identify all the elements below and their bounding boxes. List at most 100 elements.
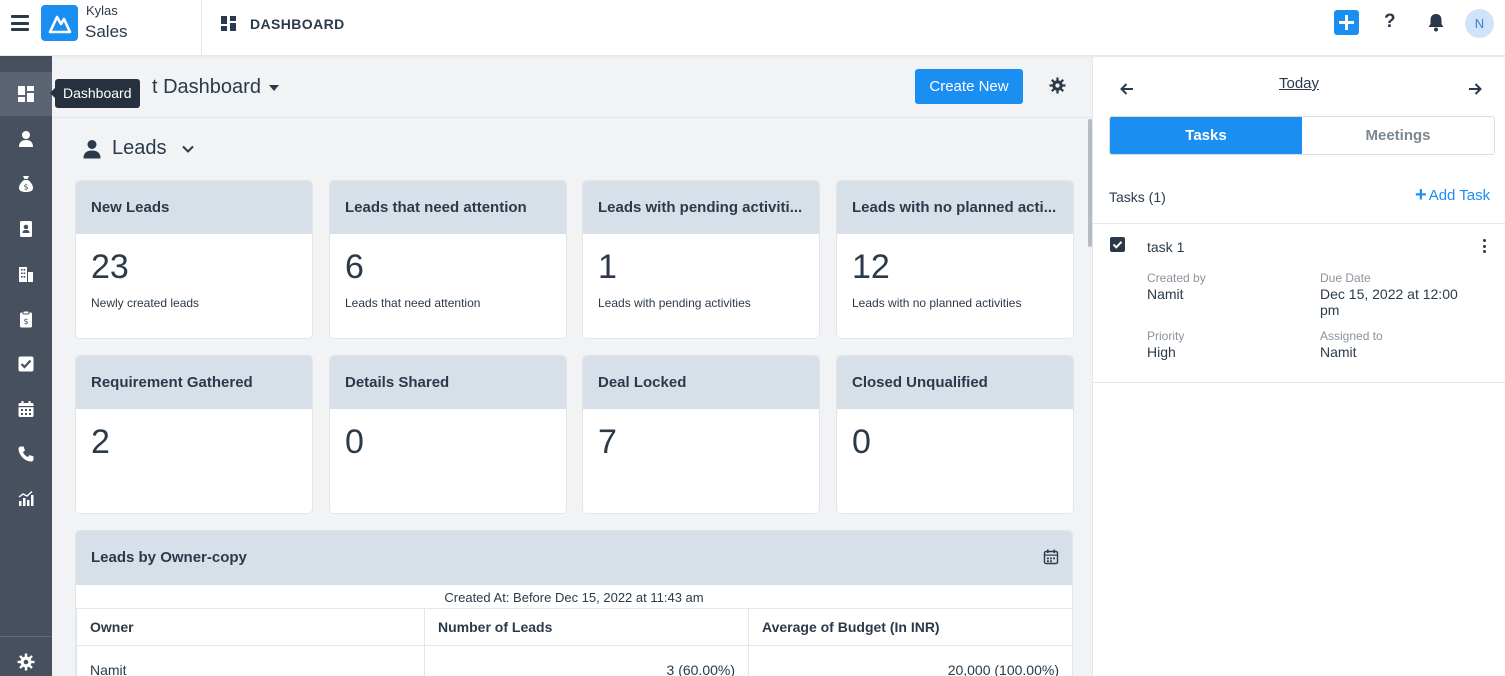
kylas-logo-icon[interactable] [41,5,78,41]
panel-tabs: Tasks Meetings [1109,116,1495,155]
sidebar-divider [0,636,52,637]
dashboard-selector[interactable]: t Dashboard [152,76,279,99]
kebab-menu-icon[interactable] [1481,239,1487,253]
sidebar-item-dashboard[interactable] [0,72,52,116]
chevron-down-icon [181,145,194,153]
card-requirement-gathered[interactable]: Requirement Gathered 2 [75,355,313,514]
created-by-label: Created by [1147,271,1206,285]
divider [1093,382,1505,383]
help-icon[interactable]: ? [1384,11,1396,32]
tab-tasks[interactable]: Tasks [1110,117,1302,154]
dashboard-title: t Dashboard [152,76,261,98]
sidebar-item-contacts[interactable] [0,207,52,251]
right-panel: Today Tasks Meetings Tasks (1) + Add Tas… [1092,57,1505,676]
breadcrumb-title: DASHBOARD [250,16,345,32]
notification-bell-icon[interactable] [1427,13,1445,32]
card-value: 7 [598,423,617,461]
leads-section-toggle[interactable]: Leads [82,137,195,160]
card-value: 6 [345,248,364,286]
check-icon [1112,241,1123,249]
add-task-label: Add Task [1428,187,1491,204]
card-new-leads[interactable]: New Leads 23 Newly created leads [75,180,313,339]
card-title: Requirement Gathered [76,356,312,409]
card-title: Leads with pending activiti... [583,181,819,234]
date-today-link[interactable]: Today [1279,75,1320,92]
assigned-to-label: Assigned to [1320,329,1383,343]
column-header-average-budget[interactable]: Average of Budget (In INR) [748,608,1072,646]
plus-icon: + [1415,184,1427,206]
header-divider [201,0,202,56]
card-subtitle: Newly created leads [91,296,200,310]
card-closed-unqualified[interactable]: Closed Unqualified 0 [836,355,1074,514]
cell-owner: Namit [76,645,425,676]
sidebar-item-meetings[interactable] [0,387,52,431]
sidebar-item-reports[interactable] [0,477,52,521]
hamburger-menu-icon[interactable] [11,15,29,31]
cell-number-of-leads[interactable]: 3 (60.00%) [424,645,749,676]
card-leads-pending-activities[interactable]: Leads with pending activiti... 1 Leads w… [582,180,820,339]
calendar-icon[interactable] [1043,549,1059,565]
card-value: 23 [91,248,129,286]
report-filter-caption: Created At: Before Dec 15, 2022 at 11:43… [444,590,704,605]
column-header-number-of-leads[interactable]: Number of Leads [424,608,749,646]
calendar-icon [18,401,34,417]
card-details-shared[interactable]: Details Shared 0 [329,355,567,514]
card-leads-no-planned-activities[interactable]: Leads with no planned acti... 12 Leads w… [836,180,1074,339]
cell-average-budget[interactable]: 20,000 (100.00%) [748,645,1072,676]
user-avatar[interactable]: N [1465,9,1494,38]
task-title[interactable]: task 1 [1147,239,1185,255]
quick-add-button[interactable] [1334,10,1359,35]
dashboard-icon [18,86,34,102]
sidebar-item-settings[interactable] [0,640,52,676]
card-value: 1 [598,248,617,286]
top-bar: Kylas Sales DASHBOARD ? N [0,0,1505,56]
card-subtitle: Leads with no planned activities [852,296,1022,310]
contact-card-icon [20,221,32,237]
add-task-button[interactable]: + Add Task [1415,184,1491,206]
sidebar-item-calls[interactable] [0,432,52,476]
caret-down-icon [268,84,279,91]
svg-text:$: $ [23,317,28,326]
main-scrollbar[interactable] [1088,119,1092,247]
arrow-right-icon[interactable] [1467,81,1483,97]
card-title: Leads with no planned acti... [837,181,1073,234]
card-title: Leads that need attention [330,181,566,234]
brand-name-top: Kylas [86,3,118,18]
card-value: 0 [852,423,871,461]
due-date-label: Due Date [1320,271,1371,285]
card-value: 12 [852,248,890,286]
tab-meetings[interactable]: Meetings [1365,127,1431,144]
divider [1093,223,1505,224]
clipboard-icon: $ [20,310,32,328]
card-subtitle: Leads that need attention [345,296,481,310]
sidebar-item-leads[interactable] [0,117,52,161]
card-value: 0 [345,423,364,461]
card-title: Details Shared [330,356,566,409]
card-title: New Leads [76,181,312,234]
task-checkbox[interactable] [1110,237,1125,252]
due-date-line-1: Dec 15, 2022 at 12:00 [1320,286,1458,302]
building-icon [19,267,33,282]
sidebar-item-quotes[interactable]: $ [0,297,52,341]
due-date-line-2: pm [1320,302,1340,318]
table-row: Namit 3 (60.00%) 20,000 (100.00%) [76,645,1072,676]
card-deal-locked[interactable]: Deal Locked 7 [582,355,820,514]
sidebar-item-tasks[interactable] [0,342,52,386]
sidebar-item-companies[interactable] [0,252,52,296]
sidebar-item-deals[interactable]: $ [0,162,52,206]
card-leads-need-attention[interactable]: Leads that need attention 6 Leads that n… [329,180,567,339]
tasks-count: Tasks (1) [1109,189,1166,205]
create-new-button[interactable]: Create New [915,69,1023,104]
checkbox-icon [18,356,34,372]
report-leads-by-owner: Leads by Owner-copy Created At: Before D… [75,530,1073,676]
card-title: Closed Unqualified [837,356,1073,409]
report-title-text: Leads by Owner-copy [91,549,247,566]
dashboard-settings-gear-icon[interactable] [1049,77,1066,94]
column-header-owner[interactable]: Owner [76,608,425,646]
plus-icon [1339,15,1354,30]
reports-icon [18,490,34,506]
arrow-left-icon[interactable] [1119,81,1135,97]
assigned-to-value: Namit [1320,344,1357,360]
main-content: t Dashboard Create New Leads New Leads 2… [52,57,1092,676]
money-bag-icon: $ [19,176,33,192]
